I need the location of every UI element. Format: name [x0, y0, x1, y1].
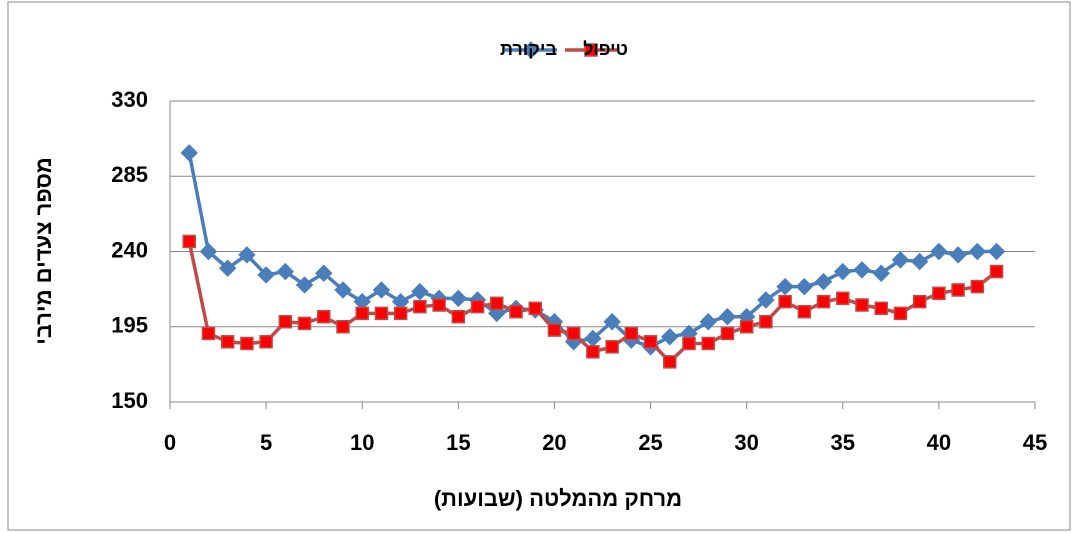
point — [718, 308, 737, 326]
y-tick-label: 240 — [111, 237, 148, 262]
point — [893, 306, 908, 321]
x-axis-title: מרחק מהמלטה (שבועות) — [434, 486, 682, 511]
legend-label: טיפול — [583, 39, 628, 59]
point — [278, 314, 293, 329]
point — [855, 298, 869, 312]
point — [470, 299, 485, 314]
point — [739, 320, 754, 334]
point — [603, 313, 621, 331]
y-axis-title: מספר צעדים מירבי — [31, 157, 56, 345]
point — [853, 261, 871, 279]
point — [547, 323, 562, 337]
y-tick-label: 195 — [111, 313, 148, 338]
point — [720, 326, 735, 341]
x-tick-label: 15 — [446, 430, 470, 455]
x-tick-label: 20 — [542, 430, 566, 455]
legend-marker — [584, 43, 598, 57]
point — [220, 335, 235, 349]
point — [334, 281, 352, 299]
x-tick-label: 40 — [927, 430, 951, 455]
point — [240, 336, 254, 351]
point — [874, 301, 888, 316]
point — [490, 296, 504, 311]
point — [989, 264, 1004, 279]
point — [759, 314, 773, 329]
point — [509, 304, 523, 319]
y-tick-label: 330 — [111, 87, 148, 112]
point — [374, 306, 389, 321]
point — [834, 262, 852, 281]
point — [930, 242, 948, 261]
legend-marker — [522, 41, 540, 59]
point — [932, 286, 946, 301]
point — [836, 291, 850, 306]
point — [757, 291, 775, 309]
point — [701, 336, 715, 351]
point — [797, 304, 812, 319]
point — [891, 251, 910, 269]
point — [201, 326, 216, 341]
point — [586, 345, 600, 359]
point — [912, 294, 927, 309]
point — [682, 336, 696, 351]
x-tick-label: 5 — [260, 430, 272, 455]
point — [449, 289, 468, 308]
point — [355, 306, 369, 321]
point — [795, 277, 814, 296]
point — [663, 355, 677, 369]
point — [566, 326, 581, 341]
point — [624, 326, 639, 341]
point — [778, 294, 792, 309]
point — [451, 309, 466, 324]
point — [317, 309, 331, 324]
point — [182, 234, 196, 249]
point — [180, 144, 198, 162]
x-tick-label: 45 — [1023, 430, 1047, 455]
x-tick-label: 30 — [734, 430, 758, 455]
point — [393, 306, 408, 321]
x-tick-label: 0 — [164, 430, 176, 455]
point — [987, 242, 1006, 261]
point — [528, 301, 542, 316]
point — [661, 328, 679, 346]
point — [218, 259, 237, 277]
point — [949, 246, 967, 264]
y-tick-label: 150 — [111, 388, 148, 413]
point — [199, 242, 218, 261]
point — [968, 242, 987, 261]
point — [257, 266, 275, 284]
point — [910, 252, 929, 271]
point — [276, 262, 295, 281]
point — [643, 335, 658, 349]
point — [699, 313, 717, 331]
legend-label: ביקורת — [500, 39, 557, 59]
y-tick-label: 285 — [111, 162, 148, 187]
point — [411, 282, 429, 301]
point — [336, 320, 350, 334]
x-tick-label: 10 — [350, 430, 374, 455]
point — [295, 276, 314, 294]
point — [776, 277, 794, 296]
x-tick-label: 35 — [831, 430, 855, 455]
point — [432, 298, 446, 312]
point — [297, 316, 312, 331]
point — [816, 294, 831, 309]
point — [605, 340, 619, 354]
point — [372, 281, 391, 299]
point — [951, 283, 965, 297]
point — [315, 264, 333, 282]
point — [238, 246, 256, 264]
point — [413, 299, 427, 314]
point — [872, 264, 890, 282]
point — [970, 279, 985, 294]
x-tick-label: 25 — [638, 430, 662, 455]
point — [259, 335, 273, 349]
point — [814, 272, 833, 291]
